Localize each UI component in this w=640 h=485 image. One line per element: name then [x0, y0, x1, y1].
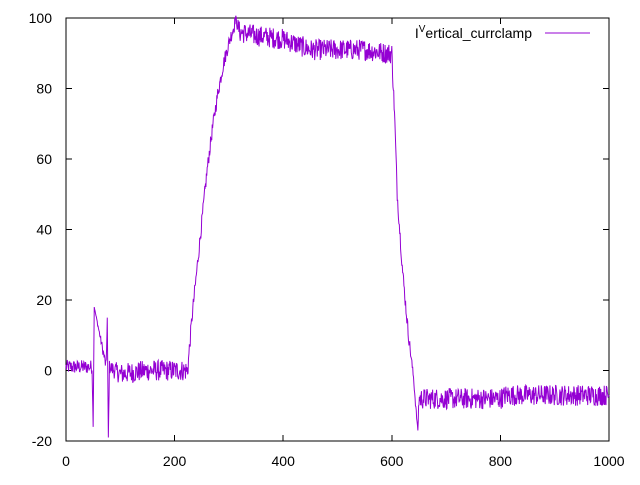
legend-label-prefix: I	[415, 25, 419, 41]
x-tick-label: 1000	[593, 453, 624, 469]
y-tick-label: 40	[36, 222, 52, 238]
y-tick-label: 100	[29, 10, 53, 26]
legend-label-rest: ertical_currclamp	[425, 25, 532, 41]
axes: 0 200 400 600 800 1000 -20 0 20 40 60 80 100	[29, 10, 625, 469]
legend-label-superscript: V	[419, 24, 426, 35]
x-tick-label: 400	[272, 453, 296, 469]
y-tick-label: 0	[44, 363, 52, 379]
x-tick-label: 600	[380, 453, 404, 469]
series-layer	[65, 15, 610, 438]
x-tick-label: 800	[489, 453, 513, 469]
y-tick-label: 60	[36, 151, 52, 167]
y-tick-label: -20	[32, 433, 52, 449]
legend-label: IVertical_currclamp	[415, 24, 532, 41]
x-tick-label: 200	[163, 453, 187, 469]
y-tick-label: 80	[36, 81, 52, 97]
series-line	[65, 15, 610, 438]
x-tick-label: 0	[62, 453, 70, 469]
legend: IVertical_currclamp	[415, 24, 590, 41]
y-tick-label: 20	[36, 292, 52, 308]
